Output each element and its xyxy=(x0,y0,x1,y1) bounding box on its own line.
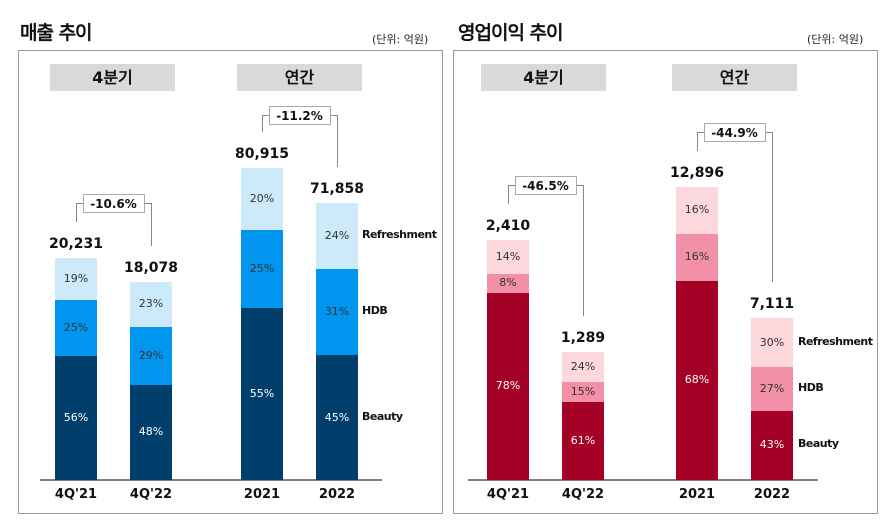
op-profit-segment-label: 78% xyxy=(495,379,521,393)
op-profit-segment-label: 16% xyxy=(684,203,710,217)
op-profit-group-header-annual: 연간 xyxy=(672,64,797,91)
sales-bar-total-label: 80,915 xyxy=(234,146,290,162)
op-profit-x-tick-label: 2021 xyxy=(678,487,716,502)
op-profit-group-header-quarter: 4분기 xyxy=(481,64,606,91)
op-profit-bar-segment-beauty xyxy=(487,292,529,480)
op-profit-bar-segment-hdb xyxy=(676,233,718,281)
sales-bar-segment-refreshment xyxy=(130,281,172,328)
sales-bar-segment-beauty xyxy=(130,384,172,480)
sales-x-tick-label: 4Q'21 xyxy=(54,487,98,502)
sales-segment-label: 45% xyxy=(324,410,350,424)
op-profit-bar-segment-refreshment xyxy=(751,318,793,367)
op-profit-x-tick-label: 4Q'21 xyxy=(486,487,530,502)
sales-group-header-annual: 연간 xyxy=(237,64,362,91)
op-profit-change-label: -44.9% xyxy=(703,123,766,142)
op-profit-x-tick-label: 2022 xyxy=(753,487,791,502)
sales-segment-label: 25% xyxy=(249,262,275,276)
op-profit-bar-segment-hdb xyxy=(562,382,604,402)
sales-segment-label: 56% xyxy=(63,410,89,424)
sales-bar-total-label: 18,078 xyxy=(123,259,179,276)
sales-segment-label: 29% xyxy=(138,349,164,363)
op-profit-bar-segment-refreshment xyxy=(562,351,604,383)
op-profit-legend-hdb: HDB xyxy=(798,380,824,394)
op-profit-legend-beauty: Beauty xyxy=(798,437,839,451)
sales-legend-beauty: Beauty xyxy=(362,409,403,423)
sales-group-header-quarter: 4분기 xyxy=(50,64,175,91)
sales-x-tick-label: 2021 xyxy=(243,487,281,502)
sales-legend-refreshment: Refreshment xyxy=(362,228,437,242)
op-profit-segment-label: 61% xyxy=(570,433,596,447)
op-profit-legend-refreshment: Refreshment xyxy=(798,334,873,348)
sales-legend-hdb: HDB xyxy=(362,304,388,318)
op-profit-chart-title: 영업이익 추이 xyxy=(458,22,563,44)
sales-bracket-right xyxy=(151,203,152,246)
op-profit-bar-total-label: 12,896 xyxy=(669,165,725,181)
sales-x-axis xyxy=(40,479,382,481)
sales-bar-segment-hdb xyxy=(241,230,283,309)
op-profit-segment-label: 8% xyxy=(499,276,517,290)
op-profit-change-label: -46.5% xyxy=(514,176,577,195)
sales-change-label: -10.6% xyxy=(82,194,145,213)
sales-segment-label: 25% xyxy=(63,320,89,334)
op-profit-bar-segment-beauty xyxy=(676,280,718,480)
op-profit-bar-segment-hdb xyxy=(751,366,793,411)
op-profit-x-tick-label: 4Q'22 xyxy=(561,487,605,502)
sales-chart-panel xyxy=(18,50,443,514)
sales-chart-title: 매출 추이 xyxy=(20,22,93,44)
sales-bar-segment-refreshment xyxy=(316,202,358,270)
sales-change-label: -11.2% xyxy=(268,106,331,125)
sales-segment-label: 23% xyxy=(138,297,164,311)
sales-bar-total-label: 71,858 xyxy=(309,180,365,197)
sales-bar-segment-beauty xyxy=(241,308,283,480)
op-profit-bar-total-label: 7,111 xyxy=(749,296,795,313)
op-profit-segment-label: 68% xyxy=(684,373,710,387)
sales-unit-label: (단위: 억원) xyxy=(372,33,429,46)
op-profit-bar-segment-beauty xyxy=(751,410,793,480)
op-profit-unit-label: (단위: 억원) xyxy=(807,33,864,46)
sales-x-tick-label: 2022 xyxy=(318,487,356,502)
op-profit-segment-label: 43% xyxy=(759,438,785,452)
sales-bar-segment-hdb xyxy=(55,300,97,356)
sales-segment-label: 55% xyxy=(249,387,275,401)
op-profit-bracket-left xyxy=(508,185,509,204)
op-profit-bracket-left xyxy=(697,132,698,151)
sales-segment-label: 24% xyxy=(324,229,350,243)
sales-bar-segment-hdb xyxy=(130,327,172,385)
sales-bar-segment-refreshment xyxy=(241,168,283,231)
op-profit-bar-segment-refreshment xyxy=(487,240,529,274)
sales-segment-label: 48% xyxy=(138,425,164,439)
op-profit-bracket-right xyxy=(772,132,773,283)
op-profit-bar-segment-hdb xyxy=(487,273,529,293)
sales-bar-segment-beauty xyxy=(55,355,97,480)
op-profit-segment-label: 30% xyxy=(759,335,785,349)
sales-bracket-left xyxy=(262,115,263,132)
op-profit-segment-label: 24% xyxy=(570,360,596,374)
op-profit-bar-segment-beauty xyxy=(562,401,604,480)
sales-bar-segment-hdb xyxy=(316,269,358,356)
sales-bar-total-label: 20,231 xyxy=(48,236,104,252)
op-profit-x-axis xyxy=(468,479,818,481)
sales-segment-label: 19% xyxy=(63,272,89,286)
op-profit-bar-segment-refreshment xyxy=(676,187,718,234)
sales-bracket-right xyxy=(337,115,338,167)
op-profit-bracket-right xyxy=(583,185,584,316)
op-profit-segment-label: 14% xyxy=(495,249,521,263)
sales-segment-label: 20% xyxy=(249,192,275,206)
op-profit-segment-label: 16% xyxy=(684,250,710,264)
sales-bracket-left xyxy=(76,203,77,222)
op-profit-segment-label: 15% xyxy=(570,385,596,399)
sales-segment-label: 31% xyxy=(324,305,350,319)
op-profit-bar-total-label: 2,410 xyxy=(485,218,531,234)
sales-bar-segment-beauty xyxy=(316,355,358,480)
sales-bar-segment-refreshment xyxy=(55,258,97,301)
op-profit-bar-total-label: 1,289 xyxy=(560,329,606,346)
op-profit-chart-panel xyxy=(453,50,878,514)
sales-x-tick-label: 4Q'22 xyxy=(129,487,173,502)
op-profit-segment-label: 27% xyxy=(759,381,785,395)
